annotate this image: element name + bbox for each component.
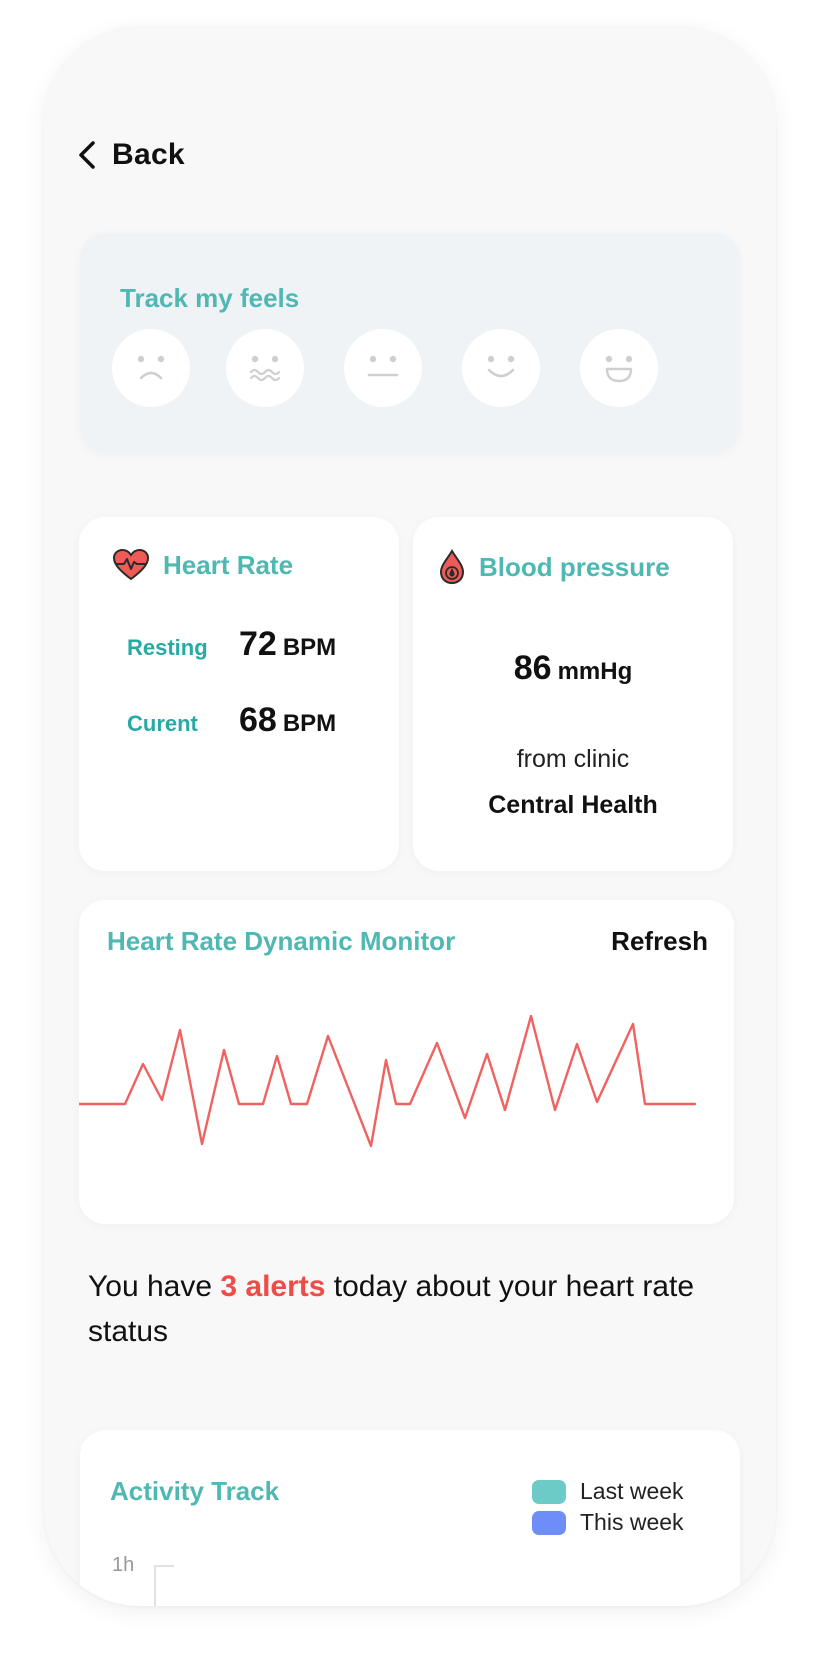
very-sad-face-icon [137, 355, 165, 380]
blood-pressure-unit: mmHg [557, 658, 633, 685]
alerts-suffix: today about your heart rate status [88, 1270, 695, 1348]
neutral-face-icon [367, 355, 399, 377]
alerts-message: You have 3 alerts today about your heart… [88, 1264, 728, 1354]
activity-track-title: Activity Track [110, 1476, 280, 1506]
this-week-label: This week [580, 1509, 684, 1535]
resting-value: 72 [239, 625, 277, 663]
mood-very-happy-button[interactable] [580, 329, 658, 407]
track-feels-card: Track my feels [80, 233, 740, 453]
activity-legend: Last week This week [532, 1476, 684, 1538]
worried-face-icon [249, 355, 281, 382]
y-axis-tick [154, 1565, 174, 1567]
mood-very-sad-button[interactable] [112, 329, 190, 407]
legend-item-last-week[interactable]: Last week [532, 1476, 684, 1507]
clinic-source-label: from clinic [516, 745, 630, 773]
current-heart-rate-row: Curent 68 BPM [127, 701, 336, 740]
blood-pressure-value: 86 [513, 649, 552, 687]
back-button[interactable]: Back [76, 138, 185, 172]
alerts-count-link[interactable]: 3 alerts [220, 1270, 326, 1303]
ecg-waveform [79, 1014, 697, 1148]
mood-worried-button[interactable] [226, 329, 304, 407]
refresh-button[interactable]: Refresh [611, 926, 708, 956]
last-week-label: Last week [580, 1478, 684, 1504]
current-reading: 68 BPM [239, 701, 336, 740]
resting-unit: BPM [282, 634, 337, 661]
happy-face-icon [487, 355, 515, 378]
clinic-name: Central Health [488, 791, 658, 819]
current-label: Curent [127, 711, 198, 736]
current-value: 68 [239, 701, 277, 739]
track-feels-title: Track my feels [120, 283, 300, 313]
activity-track-card: Activity Track Last week This week 1h [80, 1430, 740, 1606]
heart-rate-card[interactable]: Heart Rate Resting 72 BPM Curent 68 BPM [79, 517, 399, 871]
mood-neutral-button[interactable] [344, 329, 422, 407]
resting-reading: 72 BPM [239, 625, 336, 664]
heart-rate-monitor-card: Heart Rate Dynamic Monitor Refresh [79, 900, 734, 1224]
chevron-left-icon [79, 141, 95, 169]
last-week-swatch [532, 1479, 566, 1504]
y-axis-tick-label: 1h [112, 1554, 135, 1576]
resting-heart-rate-row: Resting 72 BPM [127, 625, 336, 664]
phone-screen: Back Track my feels [44, 26, 776, 1606]
very-happy-face-icon [605, 355, 633, 383]
resting-label: Resting [127, 635, 208, 660]
heart-rate-title: Heart Rate [163, 549, 294, 580]
alerts-prefix: You have [88, 1270, 221, 1303]
monitor-title: Heart Rate Dynamic Monitor [107, 926, 456, 956]
y-axis-line [154, 1565, 156, 1606]
blood-pressure-title: Blood pressure [479, 551, 670, 582]
blood-drop-icon [439, 549, 465, 585]
heart-rate-header: Heart Rate [113, 549, 293, 581]
heart-pulse-icon [113, 549, 149, 581]
back-label: Back [112, 138, 185, 171]
blood-pressure-header: Blood pressure [439, 549, 670, 585]
blood-pressure-reading: 86 mmHg [413, 649, 733, 688]
legend-item-this-week[interactable]: This week [532, 1507, 684, 1538]
mood-happy-button[interactable] [462, 329, 540, 407]
this-week-swatch [532, 1510, 566, 1535]
blood-pressure-card[interactable]: Blood pressure 86 mmHg from clinic Centra… [413, 517, 733, 871]
current-unit: BPM [282, 710, 337, 737]
